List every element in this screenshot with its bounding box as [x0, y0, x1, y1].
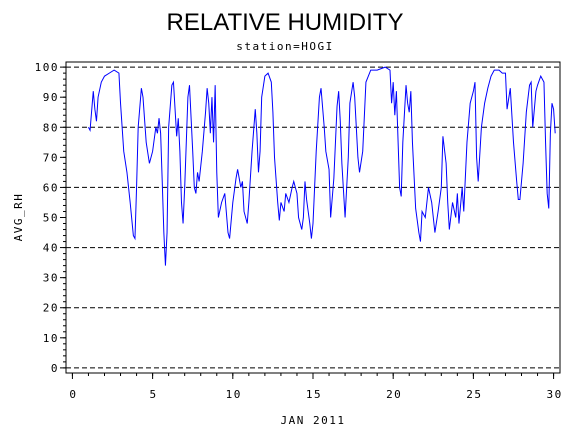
data-line: [88, 66, 556, 266]
x-tick-label: 20: [386, 388, 402, 401]
chart-title: RELATIVE HUMIDITY: [167, 9, 404, 36]
y-tick-label: 100: [35, 61, 59, 74]
y-tick-label: 70: [43, 151, 59, 164]
y-tick-label: 10: [43, 332, 59, 345]
y-tick-label: 0: [51, 362, 59, 375]
chart-subtitle: station=HOGI: [236, 40, 333, 53]
y-tick-label: 20: [43, 302, 59, 315]
x-tick-label: 10: [226, 388, 242, 401]
x-axis-label: JAN 2011: [281, 414, 346, 427]
y-axis-label: AVG_RH: [12, 193, 25, 242]
y-tick-label: 50: [43, 212, 59, 225]
y-tick-label: 60: [43, 181, 59, 194]
y-tick-label: 80: [43, 121, 59, 134]
x-tick-label: 15: [306, 388, 322, 401]
x-tick-label: 5: [150, 388, 158, 401]
x-tick-label: 25: [466, 388, 482, 401]
y-tick-label: 30: [43, 272, 59, 285]
x-tick-label: 30: [546, 388, 562, 401]
y-tick-label: 40: [43, 242, 59, 255]
x-tick-label: 0: [69, 388, 77, 401]
y-tick-label: 90: [43, 91, 59, 104]
